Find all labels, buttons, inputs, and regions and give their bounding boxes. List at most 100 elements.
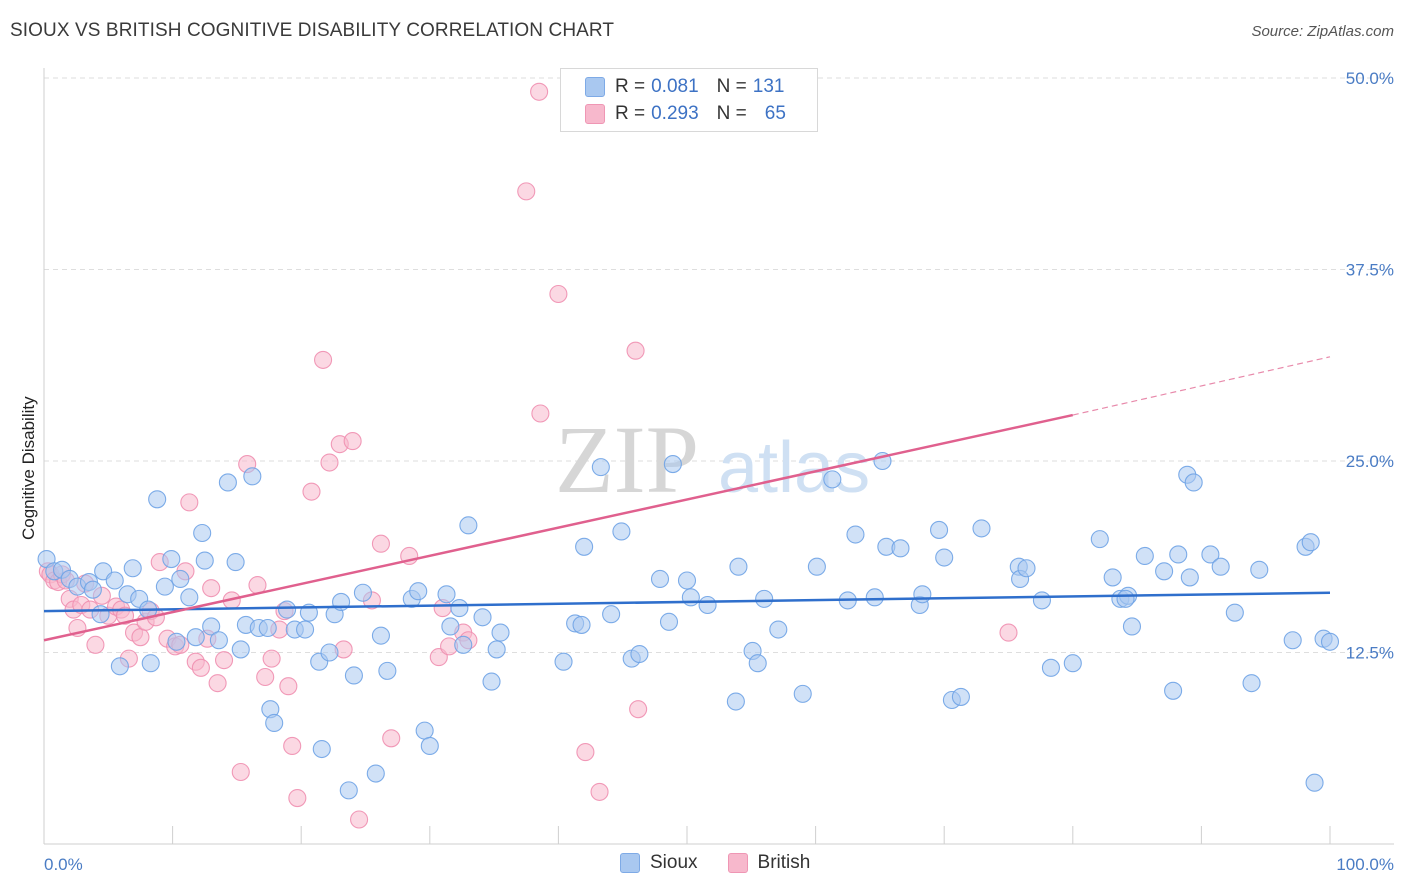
y-tick-label: 12.5% [1346,644,1394,663]
sioux-point [202,617,221,636]
correlation-legend: R = 0.081 N = 131 R = 0.293 N = 65 [560,68,818,132]
sioux-point [1122,617,1142,636]
y-axis-label: Cognitive Disability [19,396,38,540]
sioux-legend-swatch [620,853,640,873]
sioux-point [459,516,478,535]
british-trend-extension [1072,356,1331,416]
sioux-point [1184,473,1203,492]
british-point [314,350,333,369]
sioux-point [278,600,297,619]
sioux-point [972,519,991,538]
sioux-point [769,620,788,639]
sioux-point [243,467,262,486]
sioux-point [491,623,510,642]
sioux-point [630,644,649,664]
british-point [283,736,302,756]
british-point [288,788,307,808]
x-tick-label-min: 0.0% [44,855,83,874]
r-value: 0.293 [651,103,699,124]
trend-lines [43,356,1331,642]
sioux-point [755,589,774,608]
british-swatch [585,104,605,124]
x-tick-label-max: 100.0% [1336,855,1394,874]
british-point [350,810,369,829]
sioux-point [1211,557,1230,576]
sioux-point [339,781,358,800]
n-value: 65 [764,103,786,124]
british-point [262,649,281,668]
sioux-point [209,631,228,650]
sioux-point [807,557,826,576]
british-legend-label: British [757,852,811,873]
sioux-point [487,640,506,659]
british-point [530,82,549,101]
sioux-point [1320,632,1340,651]
sioux-point [141,654,160,673]
sioux-point [913,585,932,604]
british-trend-line [43,413,1074,642]
british-point [626,341,645,360]
sioux-point [659,612,679,631]
legend-row-british: R = 0.293 N = 65 [585,102,786,126]
sioux-point [296,620,315,639]
n-value: 131 [752,76,785,97]
british-point [256,667,275,687]
sioux-point [193,523,212,543]
sioux-point [793,684,812,703]
y-tick-label: 50.0% [1346,69,1394,88]
sioux-point [677,571,697,590]
sioux-point [1135,546,1154,566]
sioux-point [1032,591,1051,610]
y-tick-label: 25.0% [1346,452,1394,471]
sioux-point [1017,559,1036,578]
sioux-point [482,672,501,691]
sioux-point [823,470,842,489]
sioux-point [1155,562,1174,581]
british-point [86,635,105,654]
sioux-point [1063,654,1082,673]
sioux-point [123,559,142,578]
sioux-point [437,585,456,604]
sioux-point [650,569,670,589]
sioux-point [951,687,970,706]
british-point [343,432,362,451]
sioux-point [171,569,190,589]
legend-item-sioux[interactable]: Sioux [620,852,698,874]
sioux-point [602,605,621,624]
sioux-point [698,595,717,615]
british-point [517,182,536,201]
sioux-point [320,643,339,662]
sioux-point [231,640,250,659]
sioux-point [1283,631,1302,650]
sioux-point [846,525,865,544]
sioux-point [1180,568,1199,587]
sioux-point [344,666,363,685]
sioux-point [91,605,110,624]
sioux-point [378,661,397,680]
british-point [131,628,150,647]
sioux-point [186,628,205,647]
sioux-point [663,455,682,474]
sioux-point [572,615,591,634]
sioux-point [454,635,473,654]
sioux-point [441,617,460,636]
sioux-point [1201,545,1220,564]
sioux-point [1301,533,1320,552]
british-point [576,743,595,762]
r-label: R = [615,76,646,97]
sioux-point [167,632,186,651]
sioux-legend-label: Sioux [650,852,698,873]
sioux-trend-line [43,591,1331,613]
sioux-swatch [585,77,605,97]
sioux-point [226,553,245,572]
legend-item-british[interactable]: British [727,852,811,874]
sioux-point [258,618,277,638]
source-label: Source: ZipAtlas.com [1251,23,1394,40]
british-point [590,782,609,801]
sioux-point [726,692,745,711]
sioux-point [180,588,199,607]
sioux-point [612,522,631,541]
series-legend: Sioux British [620,852,840,874]
british-point [214,651,234,670]
sioux-point [110,657,129,676]
